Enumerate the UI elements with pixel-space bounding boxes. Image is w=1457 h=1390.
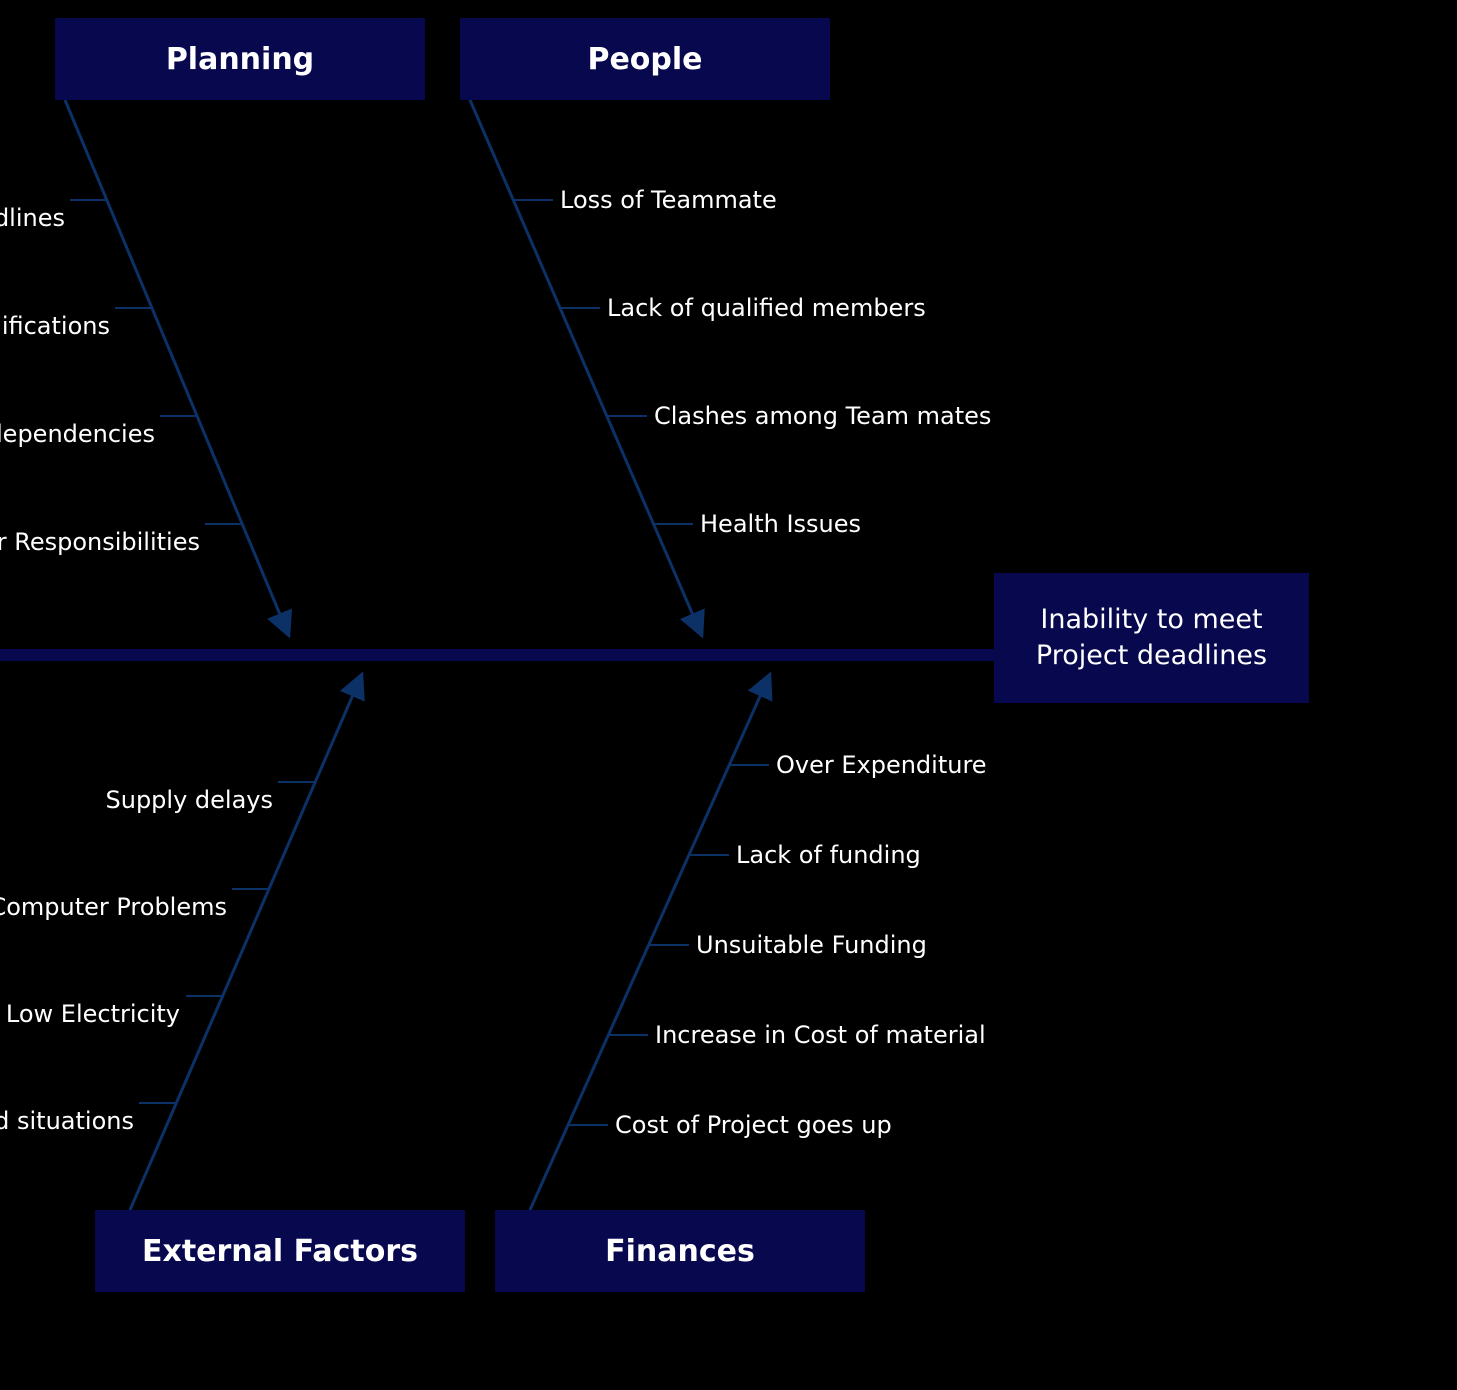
cause-text: Increase in Cost of material [655,1021,986,1049]
cause-text: Supply delays [106,786,274,814]
category-finances: Finances [495,1210,865,1292]
cause-text: Over Expenditure [776,751,987,779]
category-external: External Factors [95,1210,465,1292]
category-people: People [460,18,830,100]
category-planning: Planning [55,18,425,100]
category-label: People [587,42,702,77]
category-label: External Factors [142,1234,418,1269]
cause-text: Computer Problems [0,893,227,921]
cause-text: Clashes among Team mates [654,402,991,430]
bone-external [130,674,362,1210]
effect-line2: Project deadlines [1036,640,1267,671]
cause-text: Unrealistic Deadlines [0,204,65,232]
cause-text: Low Electricity [6,1000,180,1028]
cause-text: Loss of Teammate [560,186,777,214]
effect-line1: Inability to meet [1040,604,1262,635]
cause-text: Unclear Responsibilities [0,528,200,556]
cause-text: Planning Modifications [0,312,110,340]
cause-text: Unsuitable Funding [696,931,927,959]
cause-text: Unexpected situations [0,1107,134,1135]
category-label: Finances [605,1234,755,1269]
bone-people [470,100,702,636]
cause-text: Lack of dependencies [0,420,155,448]
cause-text: Lack of funding [736,841,921,869]
cause-text: Lack of qualified members [607,294,926,322]
cause-text: Health Issues [700,510,861,538]
category-label: Planning [166,42,314,77]
cause-text: Cost of Project goes up [615,1111,892,1139]
effect-box: Inability to meet Project deadlines [994,573,1309,703]
effect-text: Inability to meet Project deadlines [1036,602,1267,675]
